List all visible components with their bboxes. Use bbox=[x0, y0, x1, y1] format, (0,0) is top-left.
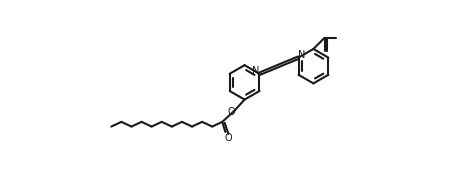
Text: N: N bbox=[252, 66, 259, 76]
Text: O: O bbox=[227, 107, 235, 117]
Text: N: N bbox=[298, 50, 305, 60]
Text: O: O bbox=[224, 133, 232, 143]
